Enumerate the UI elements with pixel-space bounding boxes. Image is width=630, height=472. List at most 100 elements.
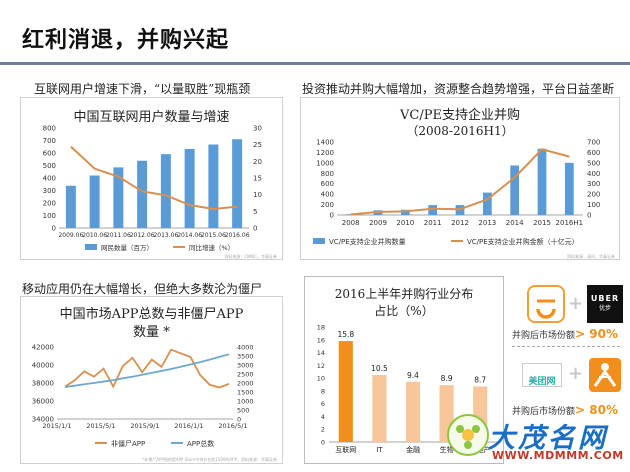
- bar: [89, 175, 100, 228]
- y-right-tick-label: 25: [253, 141, 262, 149]
- note-didi-uber-value: > 90%: [575, 327, 618, 341]
- y-right-tick-label: 2000: [237, 380, 254, 388]
- y-right-tick-label: 600: [587, 149, 600, 157]
- x-tick-label: 2016.06: [225, 232, 250, 239]
- y-right-tick-label: 3000: [237, 362, 254, 370]
- note-didi-uber: 并购后市场份额> 90%: [512, 323, 618, 342]
- y-right-tick-label: 10: [253, 191, 262, 199]
- x-tick-label: 2012: [451, 219, 469, 227]
- bar: [137, 160, 148, 228]
- y-right-tick-label: 4000: [237, 344, 254, 352]
- data-label: 15.8: [337, 330, 354, 339]
- note-meituan-dianping: 并购后市场份额> 80%: [512, 399, 618, 418]
- y-left-tick-label: 36000: [32, 398, 54, 406]
- bar: [113, 167, 124, 228]
- x-tick-label: 生物: [440, 445, 454, 454]
- chart-title-vc-pe-line1: VC/PE支持企业并购: [400, 108, 520, 123]
- y-left-tick-label: 400: [321, 191, 334, 199]
- y-left-tick-label: 600: [321, 180, 334, 188]
- y-tick-label: 6: [321, 400, 325, 408]
- title-rule: [0, 62, 630, 65]
- caption-app-count: 移动应用仍在大幅增长，但绝大多数沦为僵尸: [22, 282, 263, 296]
- x-tick-label: 金融: [406, 445, 420, 454]
- legend-swatch-users: [85, 244, 97, 250]
- x-tick-label: 2015.06: [201, 232, 226, 239]
- x-tick-label: 2015/5/1: [86, 422, 115, 430]
- x-tick-label: 2015/1/1: [42, 422, 71, 430]
- chart-title-industry-line1: 2016上半年并购行业分布: [334, 287, 474, 301]
- chart-title-app-line2: 数量 *: [21, 321, 282, 340]
- uber-logo-sub: 优步: [598, 305, 611, 312]
- y-left-tick-label: 700: [43, 137, 56, 145]
- app-total-line: [64, 353, 230, 389]
- x-tick-label: 2010.06: [82, 232, 107, 239]
- data-label: 9.4: [407, 371, 419, 380]
- y-left-tick-label: 0: [52, 225, 56, 233]
- chart-title-vc-pe-line2: （2008-2016H1）: [406, 124, 514, 138]
- y-left-tick-label: 42000: [32, 344, 54, 352]
- didi-logo-icon: [527, 285, 565, 323]
- y-left-tick-label: 1200: [316, 149, 334, 157]
- x-tick-label: 2016/1/1: [174, 422, 203, 430]
- panel-vc-pe: VC/PE支持企业并购 （2008-2016H1） 0 200 400 600 800 1…: [300, 97, 620, 260]
- y-right-tick-label: 200: [587, 191, 600, 199]
- chart-vc-pe: 0 200 400 600 800 1000 1200 1400 0 100 200 300 400 50…: [313, 139, 615, 259]
- y-tick-label: 8: [321, 387, 325, 395]
- x-tick-label: 2015/9/1: [130, 422, 159, 430]
- x-tick-label: 2014.06: [177, 232, 202, 239]
- y-right-tick-label: 1500: [237, 389, 254, 397]
- data-label: 8.7: [474, 375, 486, 384]
- y-left-tick-label: 38000: [32, 380, 54, 388]
- x-tick-label: 2009.06: [58, 232, 83, 239]
- y-right-tick-label: 500: [237, 407, 249, 415]
- watermark-flower-icon: [447, 414, 489, 456]
- zombie-free-line: [64, 348, 230, 389]
- x-tick-label: 2010: [396, 219, 414, 227]
- y-left-tick-label: 200: [321, 201, 334, 209]
- x-tick-label: 2011: [424, 219, 442, 227]
- x-tick-label: 2009: [369, 219, 387, 227]
- y-left-tick-label: 800: [43, 125, 56, 133]
- plus-icon-2: +: [568, 363, 584, 384]
- panel-app-count: 中国市场APP总数与非僵尸APP 数量 * 34000 36000 38000 400…: [20, 296, 283, 464]
- y-tick-label: 16: [317, 336, 325, 344]
- y-tick-label: 10: [317, 375, 325, 383]
- y-tick-label: 0: [321, 439, 325, 447]
- bar: [346, 214, 356, 215]
- x-tick-label: 2016H1: [556, 219, 584, 227]
- y-left-tick-label: 0: [330, 212, 334, 220]
- chart-title-app-line2-text: 数量: [133, 325, 160, 340]
- y-left-tick-label: 500: [43, 162, 56, 170]
- x-tick-label: 互联网: [335, 445, 356, 454]
- uber-logo-text: UBER: [590, 294, 620, 303]
- y-right-tick-label: 300: [587, 180, 600, 188]
- x-tick-label: 2015: [533, 219, 551, 227]
- y-right-tick-label: 1000: [237, 398, 254, 406]
- y-tick-label: 12: [317, 362, 325, 370]
- y-right-tick-label: 0: [587, 212, 591, 220]
- bar: [482, 192, 492, 215]
- bar: [184, 149, 195, 228]
- y-left-tick-label: 100: [43, 212, 56, 220]
- data-label: 10.5: [371, 364, 388, 373]
- y-tick-label: 18: [317, 324, 325, 332]
- source-note: 资料来源：CNNIC，华泰证券: [224, 253, 277, 259]
- x-tick-label: 2013.06: [153, 232, 178, 239]
- y-left-tick-label: 400: [43, 175, 56, 183]
- chart-mna-industry: 0 2 4 6 8 10 12 14 16 18 15.8 互联网 10.5 IT 9.4 金融 8.9 生物 8.…: [317, 324, 497, 454]
- y-tick-label: 4: [321, 413, 325, 421]
- bar: [510, 165, 520, 215]
- x-tick-label: 2012.06: [130, 232, 155, 239]
- y-left-tick-label: 200: [43, 200, 56, 208]
- legend-label-users: 网民数量（百万）: [101, 243, 153, 252]
- x-tick-label: IT: [376, 446, 383, 454]
- y-right-tick-label: 30: [253, 125, 262, 133]
- y-left-tick-label: 300: [43, 187, 56, 195]
- y-left-tick-label: 1400: [316, 139, 334, 147]
- chart-title-app-mark: *: [163, 325, 170, 340]
- caption-vc-pe: 投资推动并购大幅增加，资源整合趋势增强，平台日益垄断: [302, 82, 615, 96]
- legend-label-count: VC/PE支持企业并购数量: [329, 237, 406, 246]
- bar: [338, 341, 353, 442]
- legend-label-amount: VC/PE支持企业并购金额（十亿元）: [467, 237, 579, 246]
- y-right-tick-label: 3500: [237, 353, 254, 361]
